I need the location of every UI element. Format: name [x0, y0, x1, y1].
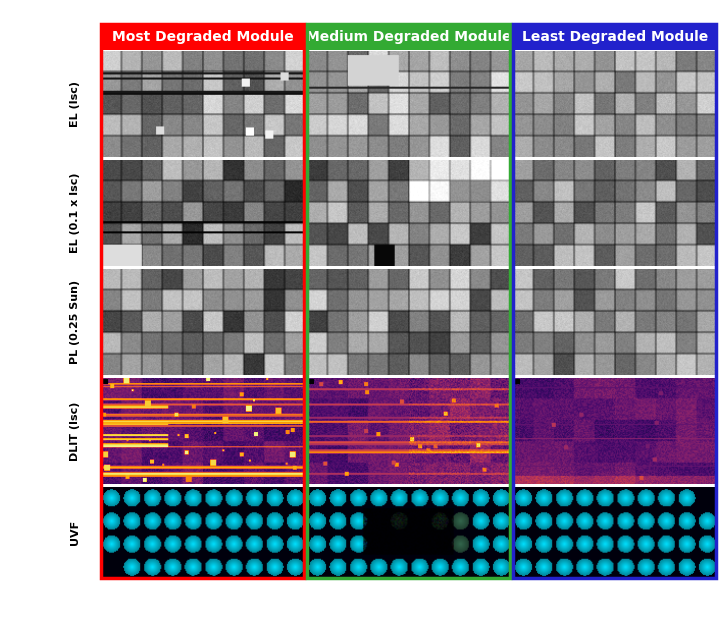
Text: EL (0.1 x Isc): EL (0.1 x Isc) — [70, 173, 79, 253]
Text: Least Degraded Module: Least Degraded Module — [521, 30, 708, 43]
Text: UVF: UVF — [70, 520, 79, 545]
Text: DLIT (Isc): DLIT (Isc) — [70, 401, 79, 461]
Text: PL (0.25 Sun): PL (0.25 Sun) — [70, 280, 79, 364]
Text: Medium Degraded Module: Medium Degraded Module — [306, 30, 511, 43]
Text: EL (Isc): EL (Isc) — [70, 81, 79, 127]
Text: Most Degraded Module: Most Degraded Module — [112, 30, 293, 43]
